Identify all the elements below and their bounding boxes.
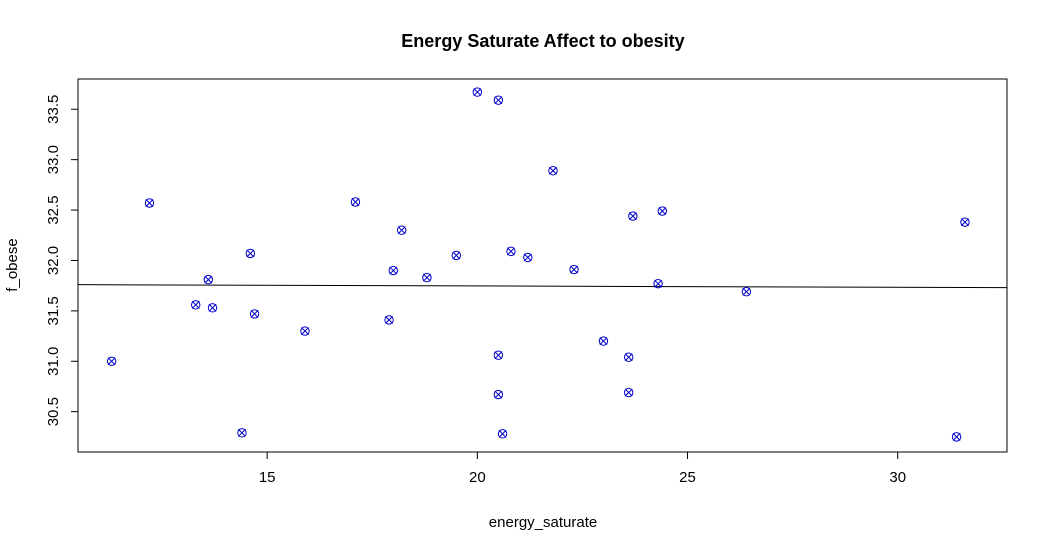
data-point (451, 250, 462, 261)
data-point (657, 206, 668, 216)
y-axis: 30.5 31.0 31.5 32.0 32.5 33.0 33.5 (45, 95, 78, 426)
data-point (191, 300, 201, 310)
y-tick-label: 31.0 (45, 347, 62, 376)
data-point (653, 278, 663, 289)
data-point (951, 432, 962, 442)
y-tick-label: 31.5 (45, 296, 62, 325)
plot-frame (77, 78, 1008, 453)
data-point (249, 309, 260, 319)
data-point (106, 356, 117, 366)
data-point (548, 166, 558, 176)
data-point (569, 264, 579, 275)
data-point (245, 248, 256, 259)
data-point (623, 352, 634, 362)
data-point (350, 197, 361, 207)
data-point (300, 326, 310, 336)
points-group (106, 87, 970, 442)
data-point (497, 429, 508, 439)
x-tick-label: 30 (889, 469, 906, 486)
data-point (623, 387, 634, 398)
data-point (506, 246, 516, 257)
data-point (144, 198, 155, 208)
x-tick-label: 15 (259, 469, 276, 486)
y-tick-label: 32.5 (45, 195, 62, 224)
y-tick-label: 33.5 (45, 95, 62, 124)
data-point (384, 315, 394, 325)
data-point (396, 225, 407, 235)
data-point (493, 389, 504, 400)
data-point (422, 272, 432, 283)
data-point (493, 95, 504, 105)
x-axis: 15 20 25 30 (259, 452, 906, 486)
y-tick-label: 33.0 (45, 145, 62, 174)
chart-title: Energy Saturate Affect to obesity (401, 31, 684, 51)
data-point (628, 211, 638, 221)
y-tick-label: 30.5 (45, 397, 62, 426)
x-tick-label: 25 (679, 469, 696, 486)
data-point (207, 303, 218, 313)
y-tick-label: 32.0 (45, 246, 62, 275)
data-point (472, 87, 483, 97)
fit-line-group (77, 284, 1008, 289)
data-point (741, 287, 752, 297)
fit-line (77, 284, 1008, 289)
x-tick-label: 20 (469, 469, 486, 486)
data-point (203, 274, 214, 285)
data-point (388, 265, 398, 276)
y-axis-title: f_obese (4, 238, 21, 291)
x-axis-title: energy_saturate (489, 514, 597, 531)
data-point (598, 336, 609, 346)
data-point (523, 252, 533, 263)
data-point (960, 217, 970, 227)
data-point (493, 350, 504, 360)
data-point (237, 428, 247, 438)
